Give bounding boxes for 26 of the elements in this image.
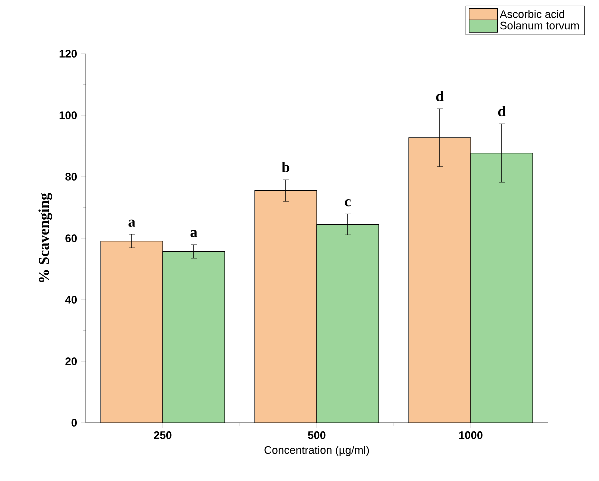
annotation: d [498, 106, 506, 117]
bar [408, 138, 472, 423]
y-tick-label: 80 [66, 173, 78, 181]
bar [101, 241, 163, 423]
y-tick-label: 40 [65, 296, 78, 304]
legend-label: Ascorbic acid [500, 10, 564, 18]
annotation: d [436, 91, 444, 102]
x-tick-label: 250 [154, 432, 172, 440]
y-tick-label: 120 [60, 50, 78, 58]
y-tick-label: 0 [72, 419, 78, 427]
legend-label: Solanum torvum [500, 22, 580, 30]
x-tick-label: 500 [308, 432, 326, 440]
x-axis-title: Concentration (µg/ml) [264, 446, 370, 456]
annotation: c [345, 200, 351, 207]
annotation: b [282, 162, 290, 173]
y-tick-label: 20 [66, 358, 78, 366]
bar [163, 252, 225, 423]
annotation: a [190, 230, 198, 238]
bar [470, 153, 534, 423]
annotation: a [128, 220, 136, 227]
bar [255, 190, 317, 423]
y-axis-title: % Scavenging [38, 193, 52, 282]
y-tick-label: 60 [66, 234, 78, 242]
x-tick-label: 1000 [460, 432, 483, 440]
y-tick-label: 100 [60, 112, 78, 120]
bar [317, 224, 379, 423]
